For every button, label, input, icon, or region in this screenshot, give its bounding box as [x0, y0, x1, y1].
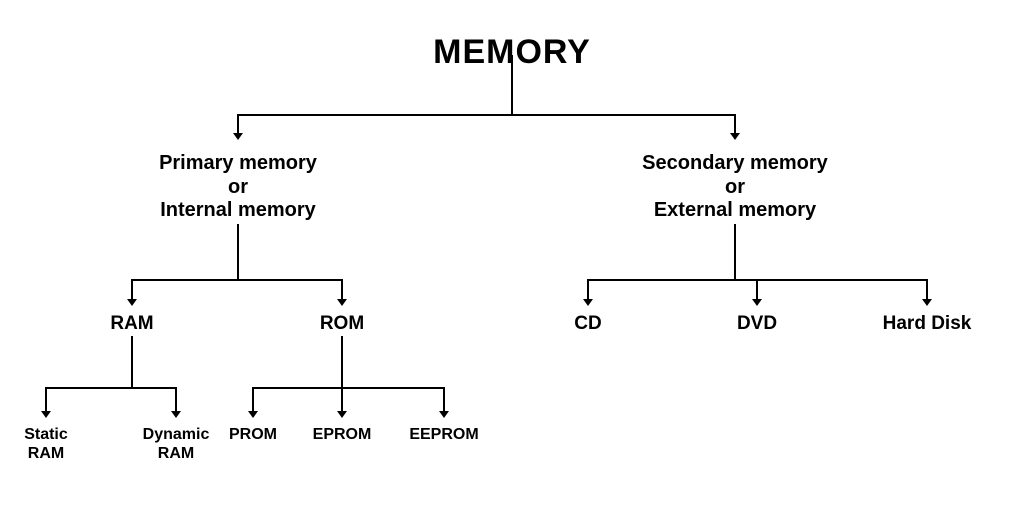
node-rom: ROM	[282, 313, 402, 335]
node-ram: RAM	[72, 313, 192, 335]
node-memory-root: MEMORY	[362, 32, 662, 72]
node-eprom: EPROM	[292, 426, 392, 445]
node-eeprom: EEPROM	[389, 426, 499, 445]
node-primary-memory: Primary memory or Internal memory	[108, 152, 368, 223]
node-hard-disk: Hard Disk	[857, 313, 997, 335]
node-static-ram: Static RAM	[1, 426, 91, 464]
node-prom: PROM	[208, 426, 298, 445]
node-secondary-memory: Secondary memory or External memory	[605, 152, 865, 223]
node-cd: CD	[538, 313, 638, 335]
node-dvd: DVD	[707, 313, 807, 335]
